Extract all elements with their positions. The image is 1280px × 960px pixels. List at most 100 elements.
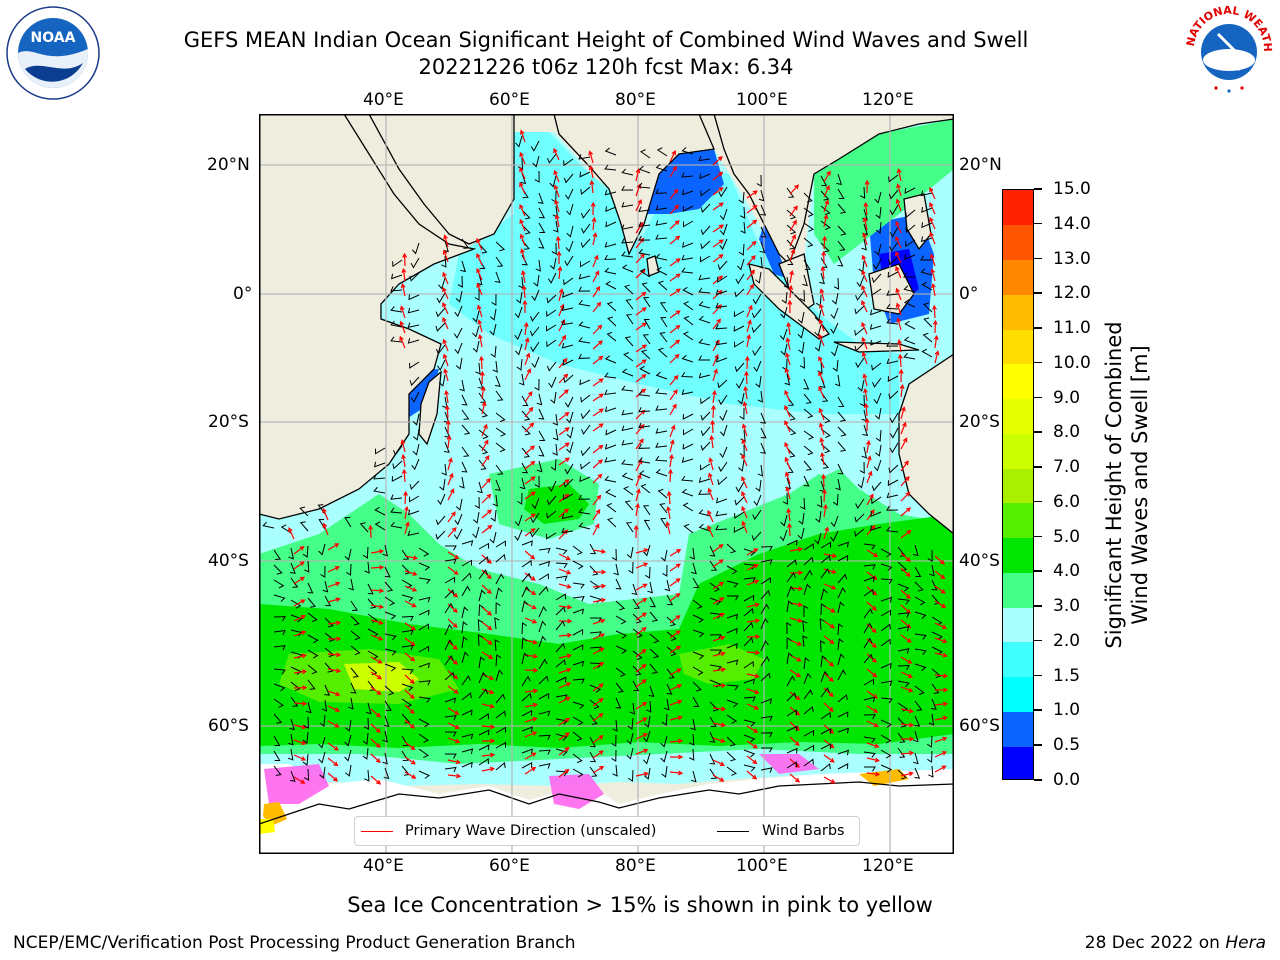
wind-barb [913, 544, 919, 557]
wave-direction-arrow [823, 672, 834, 682]
wind-barb [555, 547, 568, 555]
wind-barb [453, 528, 463, 540]
wind-barb [719, 424, 728, 437]
colorbar-tick-label: 9.0 [1053, 387, 1081, 408]
wind-barb [538, 408, 545, 420]
wind-barb [655, 253, 668, 261]
wind-barb [927, 750, 933, 763]
wind-barb [639, 268, 651, 278]
lon-tick-bottom-120e: 120°E [862, 856, 914, 876]
wind-barb [362, 747, 369, 760]
wind-barb [643, 752, 651, 765]
wave-direction-arrow [933, 334, 939, 349]
colorbar-tick-label: 6.0 [1053, 491, 1081, 512]
wave-direction-arrow [445, 419, 451, 434]
wind-barb [735, 481, 745, 493]
wind-barb [743, 563, 756, 570]
wave-direction-arrow [934, 715, 948, 721]
wind-barb [578, 353, 591, 359]
wave-direction-arrow [823, 605, 836, 613]
wind-barb [621, 425, 634, 432]
wind-barb [786, 425, 797, 436]
wave-direction-arrow [293, 576, 305, 585]
wind-barb [530, 512, 540, 524]
wind-barb [461, 733, 474, 740]
wind-barb [555, 606, 566, 616]
wind-barb [837, 554, 849, 562]
wind-barb [760, 639, 769, 652]
wind-barb [476, 273, 483, 286]
wind-barb [743, 749, 756, 758]
wind-barb [572, 582, 585, 589]
wave-direction-arrow [447, 737, 461, 744]
wave-direction-arrow [442, 249, 449, 263]
wave-direction-arrow [293, 754, 307, 761]
wind-barb [786, 600, 793, 613]
wind-barb [820, 763, 831, 772]
wind-barb [443, 240, 449, 253]
wind-barb [579, 379, 591, 386]
wind-barb [521, 586, 530, 598]
wind-barb [880, 623, 891, 632]
wave-direction-arrow [746, 602, 760, 608]
wind-barb [495, 710, 506, 719]
wind-barb [863, 696, 876, 703]
colorbar-segment [1003, 711, 1033, 747]
wind-barb [743, 548, 756, 557]
wind-barb [803, 192, 813, 203]
wind-barb [580, 186, 591, 195]
wave-direction-arrow [635, 612, 647, 621]
wind-barb [401, 644, 414, 651]
wave-direction-arrow [669, 592, 681, 602]
wave-direction-arrow [789, 248, 796, 262]
wind-barb [779, 529, 788, 542]
ocean-cyan-north [449, 132, 899, 414]
wind-barb [786, 637, 792, 650]
wind-barb [837, 573, 848, 584]
wave-direction-arrow [447, 722, 460, 730]
wind-barb [820, 220, 831, 230]
wave-direction-arrow [558, 732, 570, 741]
wind-barb [516, 291, 523, 304]
wind-barb [914, 700, 923, 711]
wind-barb [803, 393, 812, 404]
wave-direction-arrow [820, 265, 826, 280]
wind-barb [409, 361, 420, 369]
wind-barb [534, 170, 540, 183]
wind-barb [760, 545, 773, 552]
wave-direction-arrow [862, 373, 868, 387]
wind-barb [786, 410, 796, 421]
wind-barb [615, 578, 622, 590]
wind-barb [863, 736, 876, 743]
wind-barb [495, 553, 506, 563]
wind-barb [869, 324, 882, 330]
colorbar-tick-label: 12.0 [1053, 283, 1091, 304]
wave-direction-arrow [404, 585, 418, 592]
wind-barb [716, 497, 728, 504]
wind-barb [880, 609, 891, 617]
wave-direction-arrow [932, 304, 937, 319]
wave-direction-arrow [712, 353, 719, 367]
wave-direction-arrow [479, 355, 484, 370]
wind-barb [659, 503, 668, 514]
wave-direction-arrow [370, 686, 382, 695]
wind-barb [530, 311, 540, 322]
wind-barb [418, 645, 430, 653]
wind-barb [550, 458, 557, 471]
wave-direction-arrow [447, 655, 458, 665]
wind-barb [604, 372, 617, 379]
wind-barb [304, 560, 310, 573]
wind-barb [495, 427, 507, 437]
wave-direction-arrow [370, 619, 384, 625]
wind-barb [740, 429, 746, 442]
wave-direction-arrow [327, 668, 342, 674]
wind-barb [719, 409, 728, 422]
wave-direction-arrow [900, 656, 913, 664]
wave-direction-arrow [669, 578, 681, 587]
wind-barb [555, 620, 566, 631]
wind-barb [814, 324, 822, 337]
wave-direction-arrow [934, 736, 948, 743]
wave-direction-arrow [558, 508, 570, 518]
wind-barb [880, 734, 892, 744]
wind-barb [709, 545, 716, 557]
